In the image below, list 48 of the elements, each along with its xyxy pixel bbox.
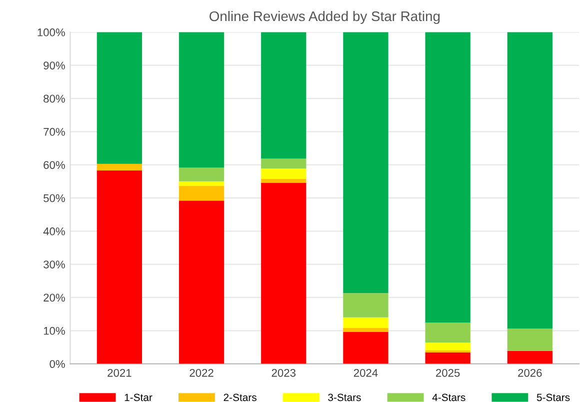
bar bbox=[178, 32, 224, 168]
bar bbox=[178, 200, 224, 364]
legend-label: 3-Stars bbox=[328, 394, 361, 402]
bar bbox=[507, 328, 552, 351]
y-tick-label: 80% bbox=[44, 94, 65, 103]
x-tick-label: 2025 bbox=[436, 368, 460, 377]
bar bbox=[178, 181, 224, 186]
bar bbox=[343, 317, 388, 328]
y-tick-label: 60% bbox=[44, 161, 65, 169]
y-tick-label: 70% bbox=[44, 128, 65, 136]
x-tick-label: 2026 bbox=[518, 368, 542, 377]
y-tick-label: 50% bbox=[44, 194, 65, 202]
bar bbox=[178, 186, 224, 201]
bar bbox=[425, 32, 470, 323]
legend-label: 4-Stars bbox=[432, 394, 466, 402]
y-tick-label: 90% bbox=[44, 62, 65, 70]
x-tick-label: 2022 bbox=[190, 368, 214, 377]
legend-label: 2-Stars bbox=[224, 394, 256, 402]
bar bbox=[343, 328, 388, 332]
y-tick-label: 30% bbox=[44, 260, 65, 268]
bar bbox=[425, 342, 470, 351]
chart-title: Online Reviews Added by Star Rating bbox=[210, 10, 440, 24]
x-tick-label: 2024 bbox=[354, 368, 378, 377]
y-tick-label: 40% bbox=[43, 227, 65, 236]
bar bbox=[96, 32, 142, 164]
bar bbox=[261, 158, 306, 168]
y-tick-label: 100% bbox=[38, 28, 65, 36]
bar bbox=[507, 32, 552, 329]
bar bbox=[343, 32, 388, 294]
y-tick-label: 0% bbox=[50, 360, 65, 368]
bar bbox=[507, 350, 552, 364]
x-tick-label: 2023 bbox=[272, 368, 296, 377]
bar bbox=[261, 32, 306, 159]
y-tick-label: 20% bbox=[44, 294, 65, 302]
bar bbox=[96, 164, 142, 170]
x-tick-label: 2021 bbox=[108, 368, 132, 377]
bar bbox=[178, 167, 224, 182]
bar bbox=[261, 182, 306, 364]
y-tick-label: 10% bbox=[44, 326, 65, 335]
bar bbox=[425, 352, 470, 364]
bar bbox=[96, 170, 142, 364]
bar bbox=[261, 178, 306, 183]
bar bbox=[343, 293, 388, 318]
legend-label: 5-Stars bbox=[536, 394, 570, 402]
legend-label: 1-Star bbox=[124, 394, 152, 402]
bar bbox=[425, 322, 470, 343]
bar bbox=[343, 332, 388, 364]
bar bbox=[261, 168, 306, 179]
